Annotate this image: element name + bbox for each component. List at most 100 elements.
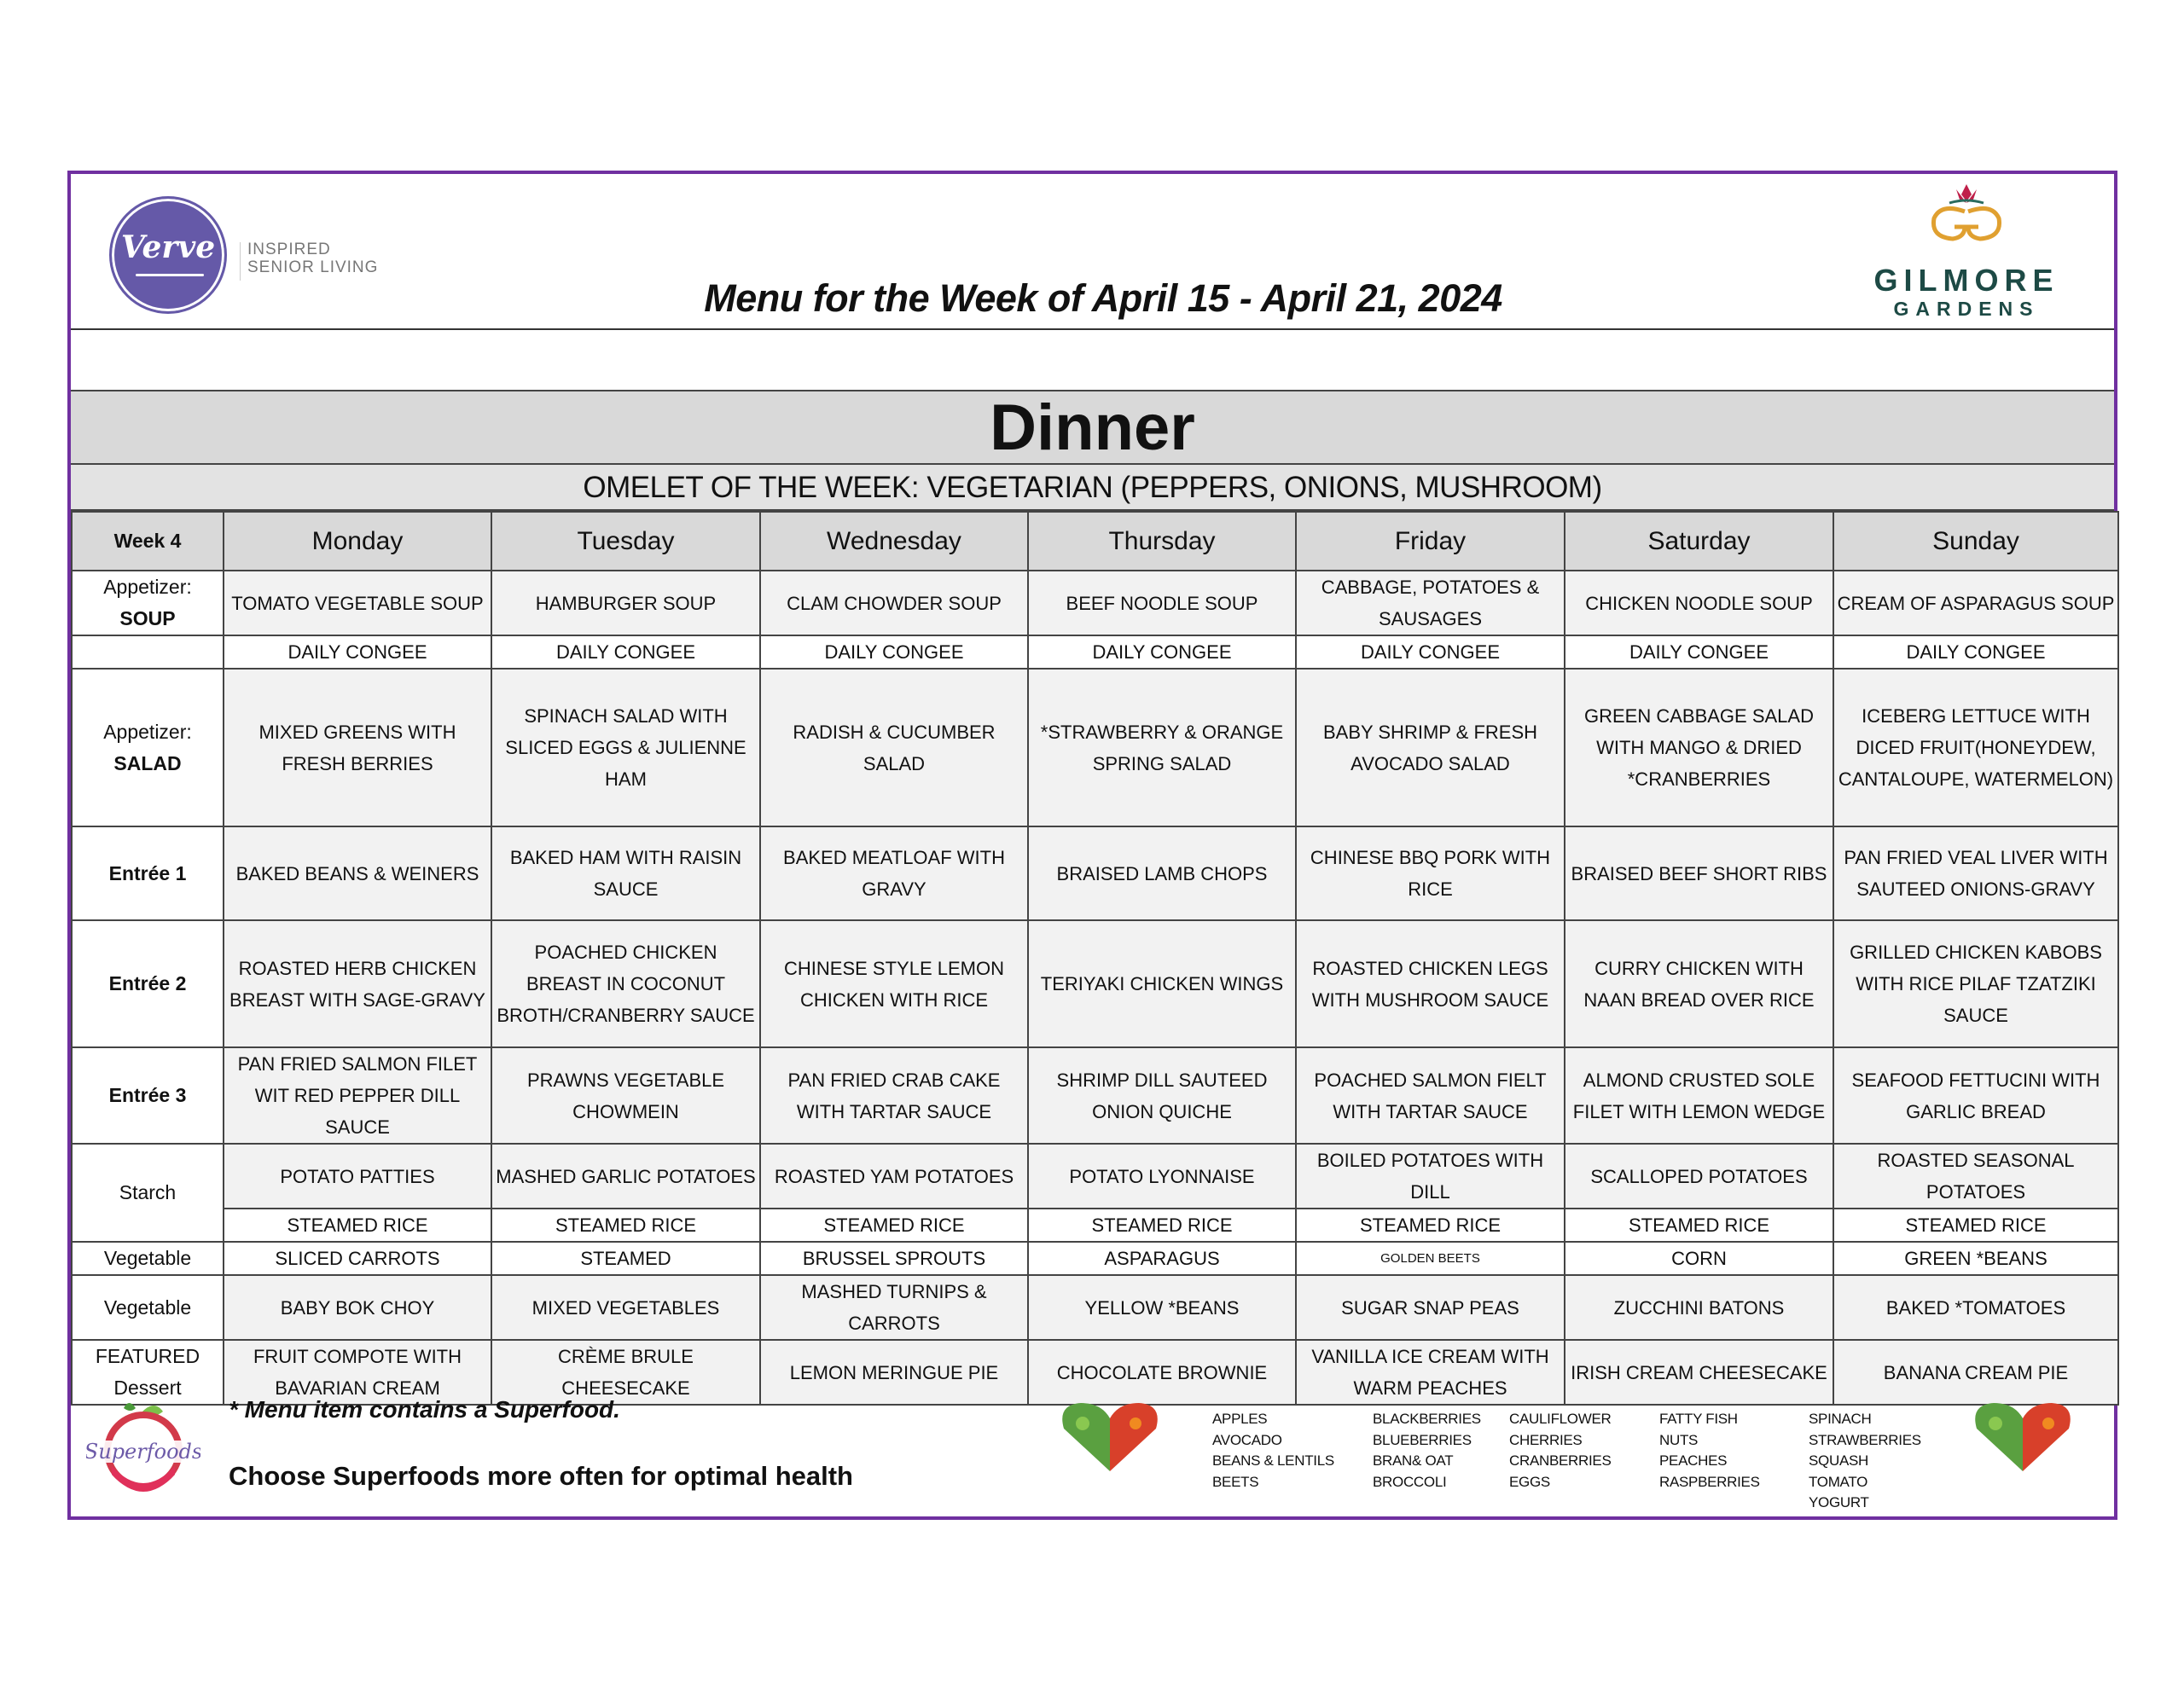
- superfoods-footer: Superfoods * Menu item contains a Superf…: [71, 1389, 2114, 1522]
- menu-cell-thursday: DAILY CONGEE: [1027, 635, 1297, 670]
- superfood-item: SQUASH: [1809, 1452, 1868, 1469]
- verve-logo-text: Verve: [120, 229, 216, 265]
- menu-cell-thursday: SHRIMP DILL SAUTEED ONION QUICHE: [1027, 1046, 1297, 1145]
- menu-cell-saturday: SCALLOPED POTATOES: [1564, 1143, 1834, 1209]
- menu-cell-monday: BAKED BEANS & WEINERS: [223, 826, 492, 921]
- page-title: Menu for the Week of April 15 - April 21…: [704, 276, 1502, 320]
- menu-row: Vegetable SLICED CARROTS STEAMED BRUSSEL SP…: [71, 1241, 2119, 1276]
- logo-divider: [240, 242, 241, 281]
- menu-cell-wednesday: BRUSSEL SPROUTS: [759, 1241, 1029, 1276]
- row-label: Vegetable: [71, 1241, 224, 1276]
- day-header-row: Week 4 Monday Tuesday Wednesday Thursday Fri…: [71, 511, 2119, 571]
- superfoods-logo: Superfoods: [86, 1403, 200, 1492]
- menu-cell-friday: CHINESE BBQ PORK WITH RICE: [1295, 826, 1565, 921]
- row-label-text: Vegetable: [103, 1247, 192, 1269]
- menu-cell-friday: BOILED POTATOES WITH DILL: [1295, 1143, 1565, 1209]
- row-label-text: Vegetable: [103, 1296, 192, 1319]
- menu-cell-sunday: GREEN *BEANS: [1833, 1241, 2119, 1276]
- gilmore-emblem-icon: [1931, 184, 2002, 241]
- menu-cell-sunday: BAKED *TOMATOES: [1833, 1274, 2119, 1341]
- superfood-item: FATTY FISH: [1659, 1411, 1738, 1427]
- menu-cell-monday: DAILY CONGEE: [223, 635, 492, 670]
- menu-cell-thursday: *STRAWBERRY & ORANGE SPRING SALAD: [1027, 668, 1297, 827]
- tagline-line-1: INSPIRED: [247, 241, 331, 258]
- day-header-sunday: Sunday: [1833, 511, 2119, 571]
- menu-cell-wednesday: STEAMED RICE: [759, 1208, 1029, 1243]
- menu-cell-sunday: ROASTED SEASONAL POTATOES: [1833, 1143, 2119, 1209]
- menu-cell-sunday: DAILY CONGEE: [1833, 635, 2119, 670]
- day-header-thursday: Thursday: [1027, 511, 1297, 571]
- superfood-item: CHERRIES: [1509, 1431, 1583, 1448]
- veggie-heart-icon: [1062, 1403, 1158, 1471]
- row-label-text: Entrée 2: [108, 972, 187, 994]
- menu-cell-tuesday: SPINACH SALAD WITH SLICED EGGS & JULIENN…: [491, 668, 761, 827]
- menu-cell-sunday: CREAM OF ASPARAGUS SOUP: [1833, 570, 2119, 636]
- row-label: Vegetable: [71, 1274, 224, 1341]
- menu-row: Appetizer: SOUP TOMATO VEGETABLE SOUP HAMBU…: [71, 570, 2119, 636]
- row-label: Entrée 1: [71, 826, 224, 921]
- menu-cell-sunday: PAN FRIED VEAL LIVER WITH SAUTEED ONIONS…: [1833, 826, 2119, 921]
- menu-cell-wednesday: DAILY CONGEE: [759, 635, 1029, 670]
- menu-cell-tuesday: MASHED GARLIC POTATOES: [491, 1143, 761, 1209]
- superfood-item: AVOCADO: [1212, 1431, 1282, 1448]
- menu-row: Vegetable BABY BOK CHOY MIXED VEGETABLES MA…: [71, 1274, 2119, 1341]
- menu-cell-sunday: BANANA CREAM PIE: [1833, 1339, 2119, 1406]
- superfood-item: SPINACH: [1809, 1411, 1872, 1427]
- menu-cell-monday: POTATO PATTIES: [223, 1143, 492, 1209]
- menu-cell-monday: PAN FRIED SALMON FILET WIT RED PEPPER DI…: [223, 1046, 492, 1145]
- menu-cell-friday: GOLDEN BEETS: [1295, 1241, 1565, 1276]
- menu-cell-saturday: BRAISED BEEF SHORT RIBS: [1564, 826, 1834, 921]
- menu-cell-monday: FRUIT COMPOTE WITH BAVARIAN CREAM: [223, 1339, 492, 1406]
- header: Verve INSPIRED SENIOR LIVING Menu for th…: [71, 174, 2114, 330]
- superfood-item: BRAN& OAT: [1373, 1452, 1454, 1469]
- row-label-text: FEATURED: [95, 1345, 200, 1367]
- menu-cell-wednesday: CHINESE STYLE LEMON CHICKEN WITH RICE: [759, 919, 1029, 1048]
- superfood-item: APPLES: [1212, 1411, 1268, 1427]
- row-label: Starch: [71, 1143, 224, 1243]
- menu-cell-saturday: IRISH CREAM CHEESECAKE: [1564, 1339, 1834, 1406]
- menu-cell-friday: DAILY CONGEE: [1295, 635, 1565, 670]
- row-label-text: SALAD: [113, 751, 182, 774]
- menu-cell-saturday: STEAMED RICE: [1564, 1208, 1834, 1243]
- menu-cell-friday: SUGAR SNAP PEAS: [1295, 1274, 1565, 1341]
- superfood-item: CRANBERRIES: [1509, 1452, 1612, 1469]
- menu-cell-tuesday: MIXED VEGETABLES: [491, 1274, 761, 1341]
- superfood-tagline: Choose Superfoods more often for optimal…: [229, 1461, 853, 1491]
- menu-row: DAILY CONGEE DAILY CONGEE DAILY CONGEE DAIL…: [71, 635, 2119, 670]
- menu-cell-sunday: SEAFOOD FETTUCINI WITH GARLIC BREAD: [1833, 1046, 2119, 1145]
- menu-cell-wednesday: LEMON MERINGUE PIE: [759, 1339, 1029, 1406]
- spacer-row: [71, 330, 2114, 391]
- menu-cell-tuesday: CRÈME BRULE CHEESECAKE: [491, 1339, 761, 1406]
- veggie-heart-icon: [1975, 1403, 2071, 1471]
- menu-cell-thursday: STEAMED RICE: [1027, 1208, 1297, 1243]
- superfood-item: BLACKBERRIES: [1373, 1411, 1481, 1427]
- row-label-text: Appetizer:: [103, 576, 192, 598]
- menu-cell-saturday: DAILY CONGEE: [1564, 635, 1834, 670]
- menu-cell-tuesday: HAMBURGER SOUP: [491, 570, 761, 636]
- row-label: Entrée 2: [71, 919, 224, 1048]
- superfoods-column: BLACKBERRIES BLUEBERRIES BRAN& OAT BROCCOLI: [1373, 1409, 1481, 1493]
- menu-cell-sunday: STEAMED RICE: [1833, 1208, 2119, 1243]
- row-label-text: Entrée 1: [108, 861, 187, 884]
- row-label-text: Entrée 3: [108, 1084, 187, 1106]
- menu-cell-thursday: YELLOW *BEANS: [1027, 1274, 1297, 1341]
- superfood-item: RASPBERRIES: [1659, 1473, 1760, 1490]
- meal-title: Dinner: [71, 391, 2114, 465]
- menu-cell-wednesday: PAN FRIED CRAB CAKE WITH TARTAR SAUCE: [759, 1046, 1029, 1145]
- menu-cell-thursday: ASPARAGUS: [1027, 1241, 1297, 1276]
- superfood-item: BEETS: [1212, 1473, 1259, 1490]
- menu-cell-thursday: BEEF NOODLE SOUP: [1027, 570, 1297, 636]
- menu-cell-sunday: GRILLED CHICKEN KABOBS WITH RICE PILAF T…: [1833, 919, 2119, 1048]
- row-label: Entrée 3: [71, 1046, 224, 1145]
- superfood-item: STRAWBERRIES: [1809, 1431, 1921, 1448]
- menu-cell-thursday: POTATO LYONNAISE: [1027, 1143, 1297, 1209]
- verve-tagline: INSPIRED SENIOR LIVING: [247, 241, 378, 276]
- menu-cell-tuesday: STEAMED RICE: [491, 1208, 761, 1243]
- menu-cell-sunday: ICEBERG LETTUCE WITH DICED FRUIT(HONEYDE…: [1833, 668, 2119, 827]
- superfood-item: YOGURT: [1809, 1494, 1869, 1510]
- menu-cell-friday: CABBAGE, POTATOES & SAUSAGES: [1295, 570, 1565, 636]
- superfood-item: BLUEBERRIES: [1373, 1431, 1472, 1448]
- day-header-tuesday: Tuesday: [491, 511, 761, 571]
- superfood-item: CAULIFLOWER: [1509, 1411, 1612, 1427]
- row-label-text: Starch: [119, 1181, 177, 1203]
